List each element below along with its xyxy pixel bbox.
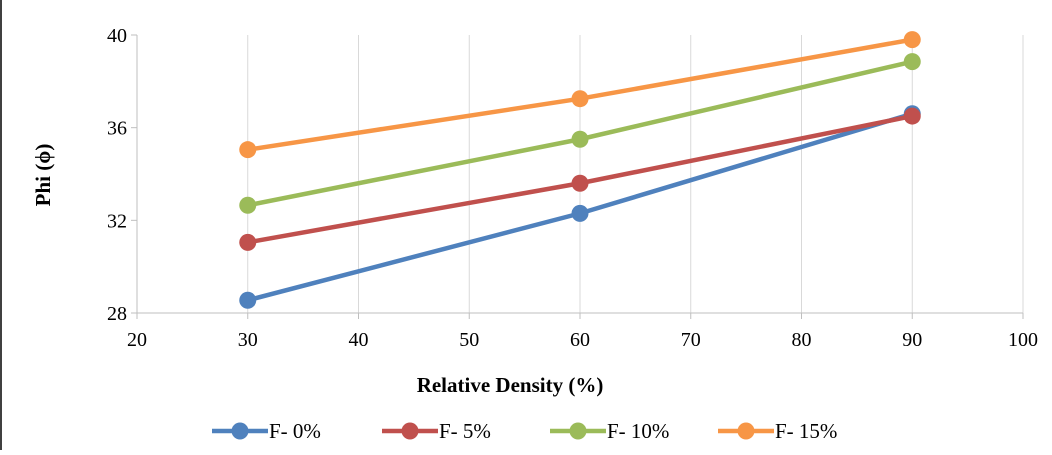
data-point (239, 141, 257, 159)
data-point (571, 204, 589, 222)
data-point (239, 233, 257, 251)
tick-labels: 28 32 36 40 20 30 40 50 60 70 80 90 100 (107, 25, 1038, 351)
data-point (903, 53, 921, 71)
grid-lines (247, 35, 1024, 313)
legend-marker (231, 422, 249, 440)
data-point (903, 31, 921, 49)
x-tick-label: 40 (349, 329, 369, 351)
data-series (239, 31, 921, 309)
y-tick-label: 36 (107, 118, 127, 140)
x-tick-label: 70 (681, 329, 701, 351)
x-axis-title: Relative Density (%) (417, 373, 604, 397)
legend-label: F- 0% (269, 419, 321, 443)
legend: F- 0% F- 5% F- 10% F- 15% (212, 419, 837, 443)
legend-label: F- 5% (439, 419, 491, 443)
legend-marker (569, 422, 587, 440)
axes (131, 34, 1024, 319)
legend-marker (401, 422, 419, 440)
x-tick-label: 60 (570, 329, 590, 351)
legend-marker (737, 422, 755, 440)
x-tick-label: 90 (902, 329, 922, 351)
data-point (571, 174, 589, 192)
y-tick-label: 28 (107, 303, 127, 325)
x-tick-label: 50 (459, 329, 479, 351)
legend-label: F- 15% (775, 419, 837, 443)
y-tick-label: 40 (107, 25, 127, 47)
y-axis-title: Phi (ϕ) (31, 144, 55, 207)
legend-label: F- 10% (607, 419, 669, 443)
x-tick-label: 80 (792, 329, 812, 351)
x-tick-label: 30 (238, 329, 258, 351)
data-point (571, 90, 589, 108)
data-point (903, 107, 921, 125)
data-point (239, 196, 257, 214)
data-point (571, 130, 589, 148)
x-tick-label: 100 (1008, 329, 1038, 351)
data-point (239, 291, 257, 309)
x-tick-label: 20 (127, 329, 147, 351)
y-tick-label: 32 (107, 210, 127, 232)
